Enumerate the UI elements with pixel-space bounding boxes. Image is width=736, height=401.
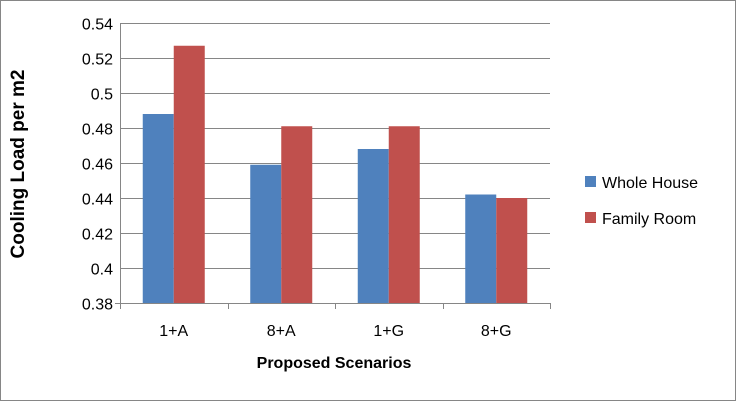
legend-swatch-whole-house bbox=[585, 176, 596, 187]
bar-family-room-8-a bbox=[281, 126, 313, 303]
axes bbox=[115, 23, 551, 309]
bar-family-room-1-a bbox=[173, 45, 205, 303]
y-tick-label: 0.48 bbox=[82, 122, 113, 139]
y-tick-label: 0.46 bbox=[82, 157, 113, 174]
y-tick-label: 0.42 bbox=[82, 227, 113, 244]
y-tick-label: 0.44 bbox=[82, 192, 113, 209]
x-tick-label: 8+A bbox=[267, 323, 296, 340]
bar-family-room-1-g bbox=[388, 126, 420, 303]
legend: Whole House Family Room bbox=[585, 175, 698, 228]
bar-whole-house-1-g bbox=[357, 149, 389, 303]
bar-whole-house-8-a bbox=[250, 164, 282, 303]
y-tick-label: 0.52 bbox=[82, 52, 113, 69]
x-tick-labels: 1+A 8+A 1+G 8+G bbox=[159, 323, 511, 340]
legend-label-family-room: Family Room bbox=[602, 211, 696, 228]
bar-whole-house-8-g bbox=[465, 194, 497, 303]
x-axis-title: Proposed Scenarios bbox=[257, 355, 412, 372]
bar-family-room-8-g bbox=[496, 198, 528, 303]
y-tick-labels: 0.38 0.4 0.42 0.44 0.46 0.48 0.5 0.52 0.54 bbox=[82, 17, 113, 314]
legend-label-whole-house: Whole House bbox=[602, 175, 698, 192]
bars bbox=[142, 45, 528, 303]
x-tick-label: 1+G bbox=[373, 323, 404, 340]
x-tick-label: 1+A bbox=[159, 323, 188, 340]
legend-swatch-family-room bbox=[585, 212, 596, 223]
y-tick-label: 0.38 bbox=[82, 297, 113, 314]
x-tick-label: 8+G bbox=[481, 323, 512, 340]
y-tick-label: 0.4 bbox=[91, 262, 113, 279]
y-axis-title: Cooling Load per m2 bbox=[8, 70, 29, 259]
y-tick-label: 0.5 bbox=[91, 87, 113, 104]
y-tick-label: 0.54 bbox=[82, 17, 113, 34]
bar-whole-house-1-a bbox=[142, 114, 174, 303]
